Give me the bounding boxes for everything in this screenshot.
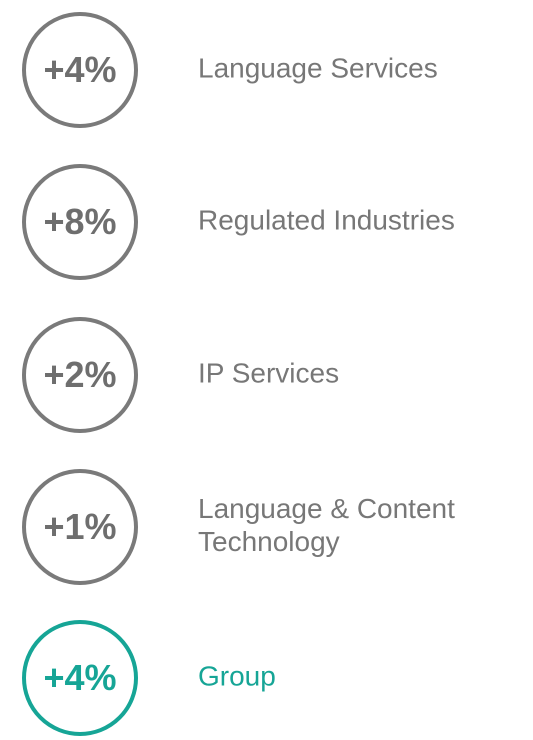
item-row: +1% Language & Content Technology — [0, 469, 533, 589]
item-row: +2% IP Services — [0, 317, 533, 437]
item-row: +4% Language Services — [0, 12, 533, 132]
percent-circle: +2% — [22, 317, 138, 433]
item-label: Regulated Industries — [198, 204, 455, 236]
percent-circle: +4% — [22, 620, 138, 736]
item-row: +4% Group — [0, 620, 533, 740]
item-row: +8% Regulated Industries — [0, 164, 533, 284]
item-label: Group — [198, 660, 276, 692]
item-label: IP Services — [198, 357, 340, 389]
percent-circle: +8% — [22, 164, 138, 280]
percent-circle: +1% — [22, 469, 138, 585]
item-label: Language & Content Technology — [198, 493, 455, 557]
item-label: Language Services — [198, 52, 438, 84]
percent-circle: +4% — [22, 12, 138, 128]
